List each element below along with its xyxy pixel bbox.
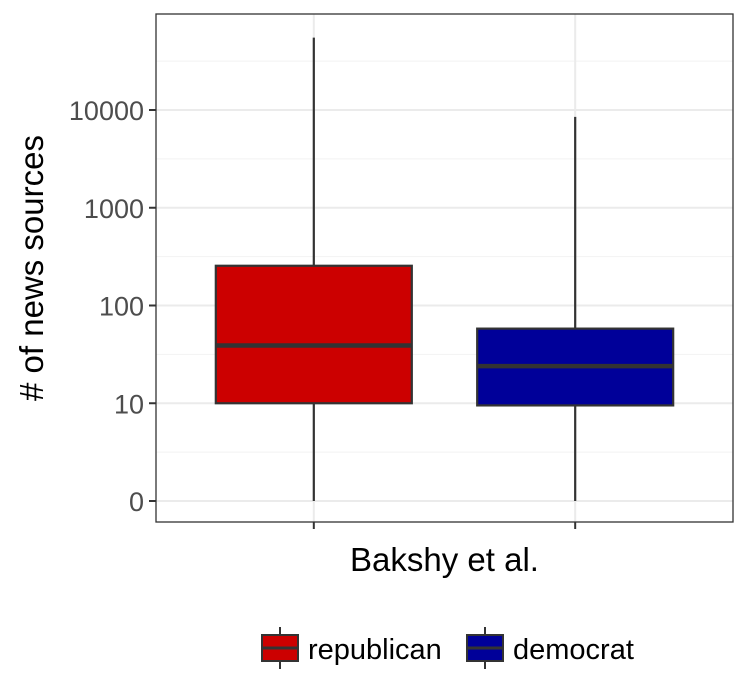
y-tick-label: 1000	[84, 194, 144, 224]
y-tick-label: 10000	[69, 96, 144, 126]
iqr-box	[214, 264, 413, 405]
box-republican	[214, 37, 413, 501]
legend-label: democrat	[513, 634, 634, 666]
y-tick-label: 100	[99, 292, 144, 322]
y-tick-label: 0	[129, 487, 144, 517]
axis-ticks: 0 10 100 1000 10000	[69, 96, 577, 529]
legend-item-democrat: democrat	[466, 627, 634, 669]
plot-panel-border	[155, 13, 734, 523]
legend: republican democrat	[261, 627, 634, 669]
y-tick-label: 10	[114, 389, 144, 419]
y-axis-title: # of news sources	[13, 135, 50, 401]
box-democrat	[476, 116, 675, 501]
legend-label: republican	[308, 634, 442, 666]
box-series	[214, 37, 675, 501]
x-axis-title: Bakshy et al.	[350, 541, 539, 578]
legend-item-republican: republican	[261, 627, 442, 669]
